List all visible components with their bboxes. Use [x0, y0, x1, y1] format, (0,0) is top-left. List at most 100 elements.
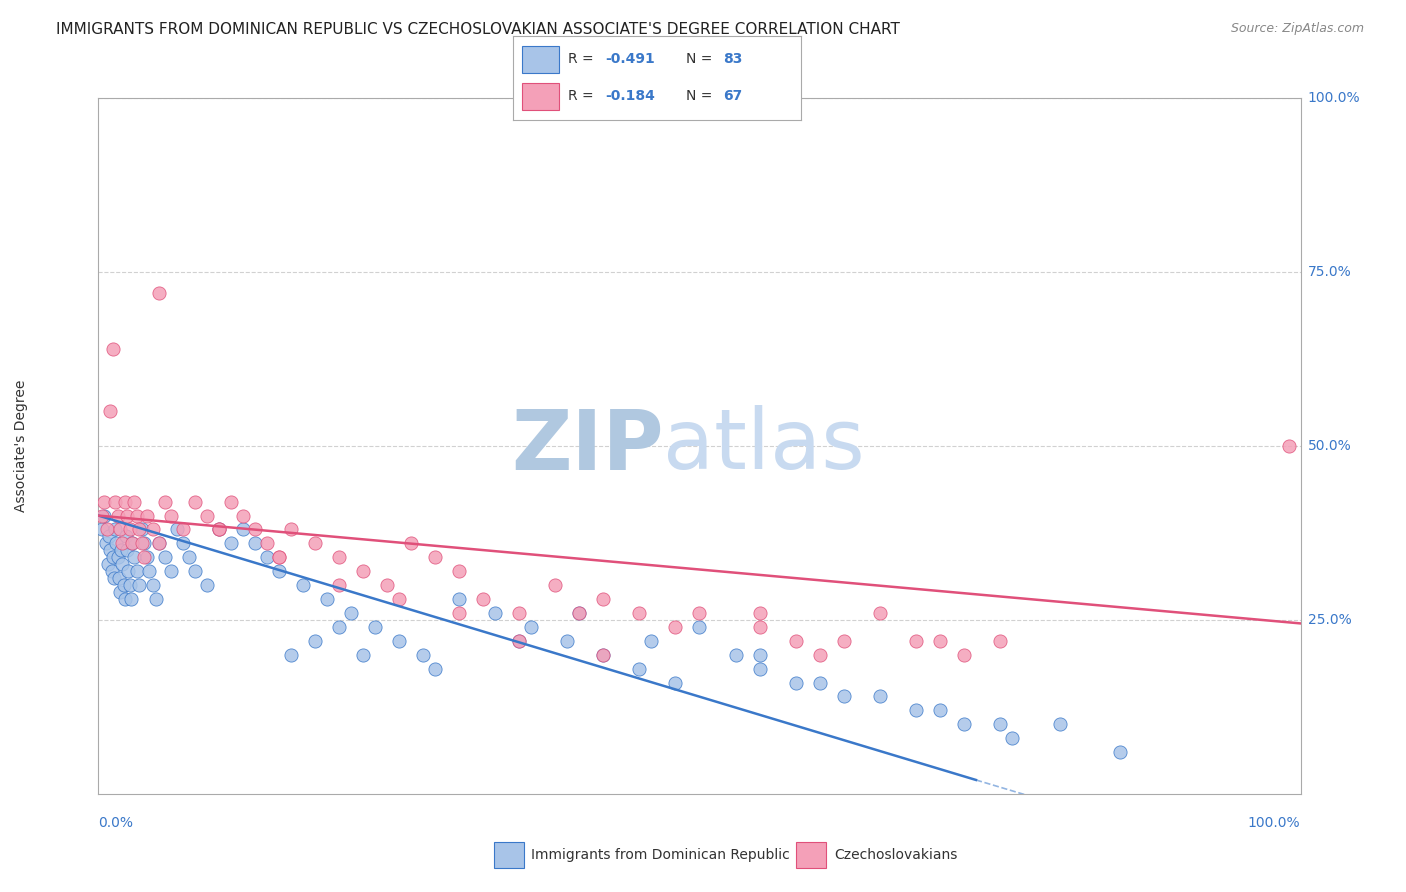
Point [243, 523, 266, 537]
Point [111, 558, 134, 572]
Point [108, 585, 131, 599]
Point [1109, 745, 1132, 759]
Point [928, 633, 950, 648]
Point [107, 508, 129, 523]
Point [97, 558, 120, 572]
Point [640, 633, 662, 648]
Text: R =: R = [568, 52, 598, 66]
Point [141, 523, 163, 537]
Point [208, 523, 231, 537]
Text: 0.0%: 0.0% [98, 816, 134, 830]
Point [208, 523, 231, 537]
Point [592, 648, 614, 662]
Point [208, 523, 231, 537]
Point [328, 578, 350, 592]
Point [256, 550, 278, 565]
Point [352, 648, 374, 662]
Point [159, 508, 181, 523]
Point [869, 690, 891, 704]
Point [447, 592, 470, 607]
Text: Immigrants from Dominican Republic: Immigrants from Dominican Republic [531, 847, 790, 862]
Point [748, 662, 770, 676]
Point [568, 606, 591, 620]
Point [724, 648, 747, 662]
Text: -0.184: -0.184 [606, 89, 655, 103]
Point [412, 648, 434, 662]
Point [785, 633, 807, 648]
Point [112, 578, 135, 592]
Point [508, 633, 530, 648]
Point [121, 536, 143, 550]
Point [118, 523, 141, 537]
Point [135, 550, 157, 565]
Point [928, 703, 950, 717]
Text: Associate's Degree: Associate's Degree [14, 380, 28, 512]
Point [388, 592, 411, 607]
Point [100, 404, 122, 418]
Point [121, 536, 143, 550]
Point [172, 523, 194, 537]
Point [153, 550, 176, 565]
Point [375, 578, 398, 592]
Point [869, 606, 891, 620]
Point [423, 550, 446, 565]
Point [125, 508, 148, 523]
Point [91, 523, 114, 537]
Point [124, 550, 146, 565]
Point [484, 606, 506, 620]
Point [447, 606, 470, 620]
Point [101, 342, 124, 356]
Point [183, 494, 205, 508]
Point [131, 523, 153, 537]
Point [904, 633, 927, 648]
Point [118, 578, 141, 592]
Point [568, 606, 591, 620]
Point [94, 536, 117, 550]
Point [1049, 717, 1071, 731]
Point [508, 606, 530, 620]
Point [280, 523, 302, 537]
Point [148, 285, 170, 300]
Point [96, 523, 118, 537]
Point [104, 523, 127, 537]
Point [115, 529, 138, 543]
Text: 100.0%: 100.0% [1308, 91, 1360, 105]
Point [153, 494, 176, 508]
Point [166, 523, 188, 537]
Point [340, 606, 363, 620]
Point [748, 620, 770, 634]
Point [267, 564, 290, 578]
Point [628, 662, 651, 676]
Point [328, 550, 350, 565]
Point [364, 620, 387, 634]
Point [953, 648, 976, 662]
Point [953, 717, 976, 731]
Point [107, 550, 129, 565]
Text: 67: 67 [724, 89, 742, 103]
Point [592, 648, 614, 662]
Point [352, 564, 374, 578]
Text: IMMIGRANTS FROM DOMINICAN REPUBLIC VS CZECHOSLOVAKIAN ASSOCIATE'S DEGREE CORRELA: IMMIGRANTS FROM DOMINICAN REPUBLIC VS CZ… [56, 22, 900, 37]
Point [128, 523, 150, 537]
Point [108, 523, 131, 537]
Point [120, 592, 142, 607]
Point [232, 523, 254, 537]
Text: N =: N = [686, 89, 717, 103]
Point [447, 564, 470, 578]
Point [91, 508, 114, 523]
Point [93, 508, 115, 523]
Point [267, 550, 290, 565]
Point [108, 571, 131, 585]
Text: Czechoslovakians: Czechoslovakians [834, 847, 957, 862]
Text: 100.0%: 100.0% [1249, 816, 1301, 830]
Point [148, 536, 170, 550]
Point [988, 633, 1011, 648]
Point [128, 578, 150, 592]
Point [388, 633, 411, 648]
Text: N =: N = [686, 52, 717, 66]
Point [399, 536, 422, 550]
Text: -0.491: -0.491 [606, 52, 655, 66]
Point [628, 606, 651, 620]
Point [177, 550, 200, 565]
Point [520, 620, 543, 634]
